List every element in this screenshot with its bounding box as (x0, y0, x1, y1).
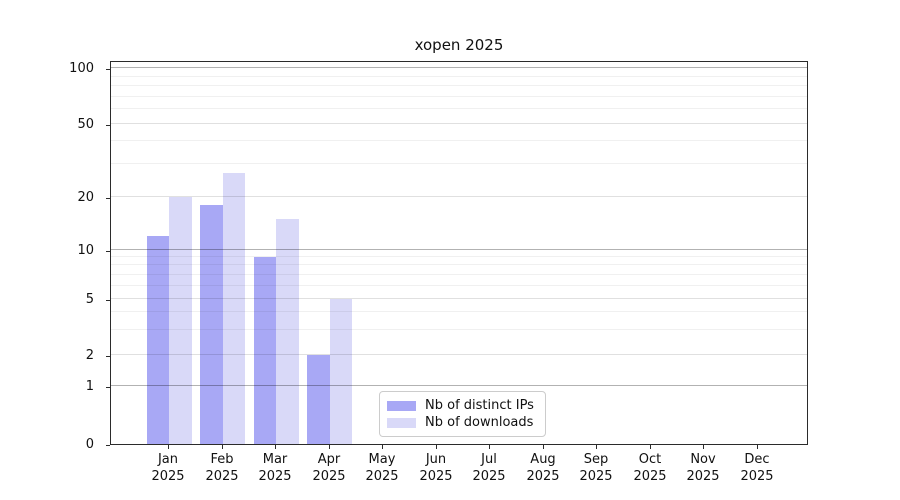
x-axis-tick-mark (222, 445, 223, 449)
bar-distinct-ips-mar (253, 257, 277, 444)
y-axis-tick-mark (106, 125, 110, 126)
legend: Nb of distinct IPs Nb of downloads (379, 391, 546, 437)
gridline-y-100 (111, 67, 807, 68)
x-axis-tick-label-oct: Oct 2025 (633, 452, 667, 484)
bar-downloads-apr (329, 299, 353, 444)
legend-swatch-distinct-ips (387, 401, 416, 411)
legend-item-downloads: Nb of downloads (387, 415, 537, 431)
x-axis-tick-mark (382, 445, 383, 449)
y-axis-tick-mark (106, 251, 110, 252)
gridline-y-60 (111, 108, 807, 109)
y-axis-tick-label-1: 1 (85, 379, 94, 394)
bar-downloads-mar (276, 219, 299, 444)
x-axis-tick-mark (650, 445, 651, 449)
y-axis-tick-label-100: 100 (69, 61, 94, 76)
x-axis-tick-mark (596, 445, 597, 449)
y-axis-tick-mark (106, 198, 110, 199)
bar-downloads-jan (169, 197, 192, 444)
chart-title: xopen 2025 (414, 36, 504, 54)
x-axis-tick-label-jul: Jul 2025 (472, 452, 506, 484)
y-axis-tick-mark (106, 300, 110, 301)
x-axis-tick-mark (436, 445, 437, 449)
y-axis-tick-label-20: 20 (77, 190, 94, 205)
legend-swatch-downloads (387, 418, 416, 428)
bar-distinct-ips-feb (200, 205, 223, 444)
gridline-y-30 (111, 163, 807, 164)
y-axis-tick-mark (106, 387, 110, 388)
x-axis-tick-mark (543, 445, 544, 449)
legend-label-distinct-ips: Nb of distinct IPs (425, 398, 534, 413)
y-axis-tick-mark (106, 356, 110, 357)
gridline-y-20 (111, 196, 807, 197)
gridline-y-40 (111, 140, 807, 141)
x-axis-tick-label-jun: Jun 2025 (419, 452, 453, 484)
x-axis-tick-mark (275, 445, 276, 449)
x-axis-tick-label-nov: Nov 2025 (686, 452, 720, 484)
x-axis-tick-label-sep: Sep 2025 (579, 452, 613, 484)
x-axis-tick-label-jan: Jan 2025 (151, 452, 185, 484)
legend-item-distinct-ips: Nb of distinct IPs (387, 398, 537, 414)
x-axis-tick-label-aug: Aug 2025 (526, 452, 560, 484)
x-axis-tick-mark (168, 445, 169, 449)
gridline-y-50 (111, 123, 807, 124)
bar-downloads-feb (222, 173, 246, 444)
gridline-y-80 (111, 85, 807, 86)
x-axis-tick-mark (329, 445, 330, 449)
y-axis-tick-label-2: 2 (85, 348, 94, 363)
x-axis-tick-mark (489, 445, 490, 449)
y-axis-tick-label-50: 50 (77, 117, 94, 132)
plot-area (110, 61, 808, 445)
y-axis-tick-label-5: 5 (85, 292, 94, 307)
y-axis-tick-label-10: 10 (77, 243, 94, 258)
y-axis-tick-mark (106, 445, 110, 446)
y-axis-tick-mark (106, 69, 110, 70)
y-axis-tick-label-0: 0 (85, 437, 94, 452)
x-axis-tick-mark (757, 445, 758, 449)
x-axis-tick-label-may: May 2025 (365, 452, 399, 484)
x-axis-tick-label-dec: Dec 2025 (740, 452, 774, 484)
bar-distinct-ips-jan (146, 236, 170, 444)
x-axis-tick-label-mar: Mar 2025 (258, 452, 292, 484)
x-axis-tick-mark (703, 445, 704, 449)
bar-distinct-ips-apr (307, 355, 330, 444)
gridline-y-70 (111, 96, 807, 97)
x-axis-tick-label-feb: Feb 2025 (205, 452, 239, 484)
legend-label-downloads: Nb of downloads (425, 415, 534, 430)
gridline-y-90 (111, 76, 807, 77)
x-axis-tick-label-apr: Apr 2025 (312, 452, 346, 484)
